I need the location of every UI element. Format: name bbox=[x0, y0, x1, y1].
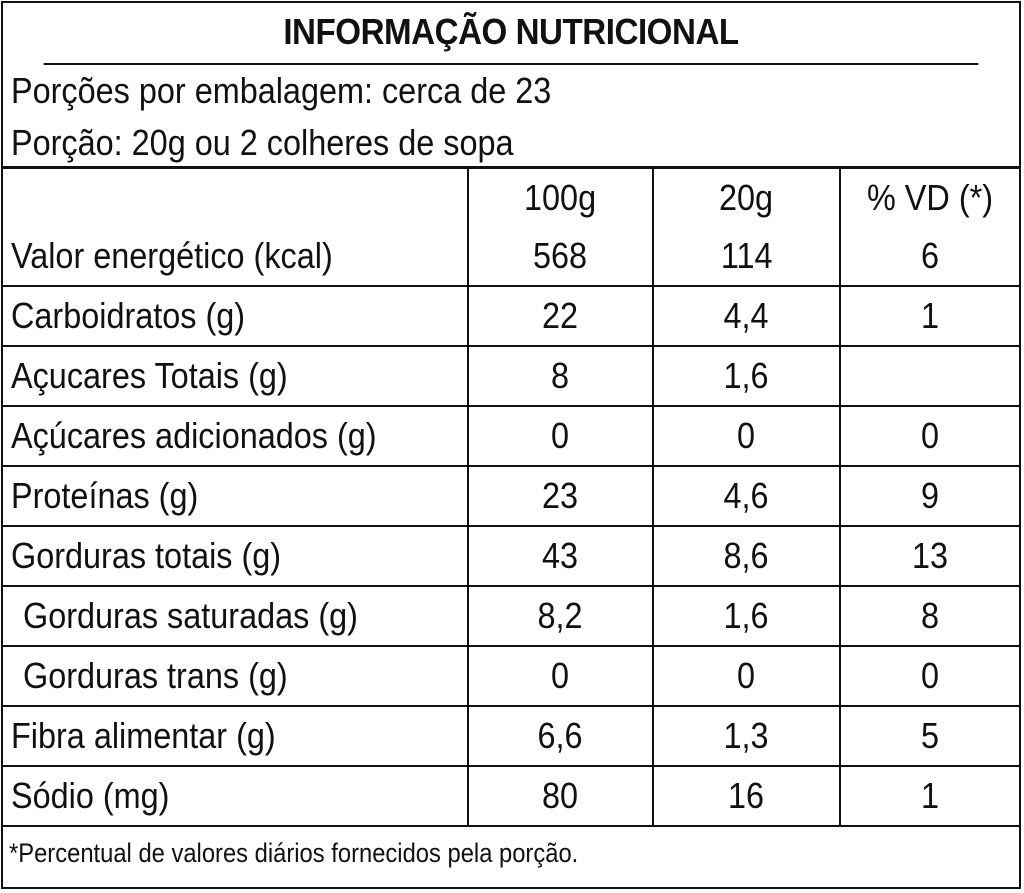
table-row: Gorduras totais (g) 43 8,6 13 bbox=[3, 525, 1019, 586]
value-per-20g: 4,6 bbox=[652, 465, 840, 526]
value-per-100g: 0 bbox=[467, 645, 653, 706]
header-daily-value: % VD (*) bbox=[839, 169, 1019, 227]
value-per-20g: 0 bbox=[652, 405, 840, 466]
value-per-100g: 568 bbox=[467, 227, 653, 286]
value-per-100g: 8,2 bbox=[467, 585, 653, 646]
value-per-20g: 0 bbox=[652, 645, 840, 706]
daily-value-percent: 8 bbox=[839, 585, 1019, 646]
daily-value-percent: 9 bbox=[839, 465, 1019, 526]
header-per-20g: 20g bbox=[652, 169, 840, 227]
daily-value-percent: 0 bbox=[839, 645, 1019, 706]
table-row: Valor energético (kcal) 568 114 6 bbox=[3, 227, 1019, 286]
nutrient-name: Valor energético (kcal) bbox=[11, 235, 333, 276]
nutrient-name: Açúcares adicionados (g) bbox=[3, 405, 468, 466]
nutrient-name: Gorduras saturadas (g) bbox=[3, 585, 468, 646]
value-per-20g: 4,4 bbox=[652, 285, 840, 346]
serving-size-text: Porção: 20g ou 2 colheres de sopa bbox=[11, 122, 514, 163]
label-title: INFORMAÇÃO NUTRICIONAL bbox=[43, 3, 979, 65]
table-header-row: 100g 20g % VD (*) bbox=[3, 169, 1019, 227]
nutrient-name: Gorduras totais (g) bbox=[3, 525, 468, 586]
nutrition-table: 100g 20g % VD (*) Valor energético (kcal… bbox=[3, 169, 1019, 825]
value-per-20g: 16 bbox=[652, 765, 840, 825]
nutrient-name: Carboidratos (g) bbox=[3, 285, 468, 346]
table-row: Fibra alimentar (g) 6,6 1,3 5 bbox=[3, 705, 1019, 766]
daily-value-percent: 6 bbox=[839, 227, 1019, 286]
table-row: Proteínas (g) 23 4,6 9 bbox=[3, 465, 1019, 526]
value-per-100g: 23 bbox=[467, 465, 653, 526]
table-row: Gorduras saturadas (g) 8,2 1,6 8 bbox=[3, 585, 1019, 646]
nutrient-name: Sódio (mg) bbox=[3, 765, 468, 825]
table-row: Açúcares adicionados (g) 0 0 0 bbox=[3, 405, 1019, 466]
value-per-100g: 0 bbox=[467, 405, 653, 466]
daily-value-percent: 5 bbox=[839, 705, 1019, 766]
nutrient-name: Proteínas (g) bbox=[3, 465, 468, 526]
daily-value-percent: 1 bbox=[839, 285, 1019, 346]
value-per-100g: 8 bbox=[467, 345, 653, 406]
value-per-20g: 114 bbox=[652, 227, 840, 286]
value-per-20g: 1,6 bbox=[652, 585, 840, 646]
value-per-20g: 1,6 bbox=[652, 345, 840, 406]
value-per-100g: 22 bbox=[467, 285, 653, 346]
header-nutrient bbox=[3, 169, 468, 227]
servings-per-package: Porções por embalagem: cerca de 23 bbox=[3, 65, 1019, 117]
value-per-100g: 6,6 bbox=[467, 705, 653, 766]
footnote-text: *Percentual de valores diários fornecido… bbox=[9, 838, 579, 868]
header-per-100g: 100g bbox=[467, 169, 653, 227]
table-row: Carboidratos (g) 22 4,4 1 bbox=[3, 285, 1019, 346]
nutrient-name: Gorduras trans (g) bbox=[3, 645, 468, 706]
value-per-100g: 43 bbox=[467, 525, 653, 586]
value-per-20g: 1,3 bbox=[652, 705, 840, 766]
table-row: Gorduras trans (g) 0 0 0 bbox=[3, 645, 1019, 706]
value-per-20g: 8,6 bbox=[652, 525, 840, 586]
footnote: *Percentual de valores diários fornecido… bbox=[3, 825, 1019, 879]
table-row: Açucares Totais (g) 8 1,6 bbox=[3, 345, 1019, 406]
nutrient-name: Fibra alimentar (g) bbox=[3, 705, 468, 766]
daily-value-percent: 13 bbox=[839, 525, 1019, 586]
value-per-100g: 80 bbox=[467, 765, 653, 825]
daily-value-percent bbox=[839, 345, 1019, 406]
daily-value-percent: 0 bbox=[839, 405, 1019, 466]
serving-size: Porção: 20g ou 2 colheres de sopa bbox=[3, 117, 1019, 169]
daily-value-percent: 1 bbox=[839, 765, 1019, 825]
table-row: Sódio (mg) 80 16 1 bbox=[3, 765, 1019, 825]
nutrient-name: Açucares Totais (g) bbox=[3, 345, 468, 406]
servings-per-package-text: Porções por embalagem: cerca de 23 bbox=[11, 70, 552, 111]
